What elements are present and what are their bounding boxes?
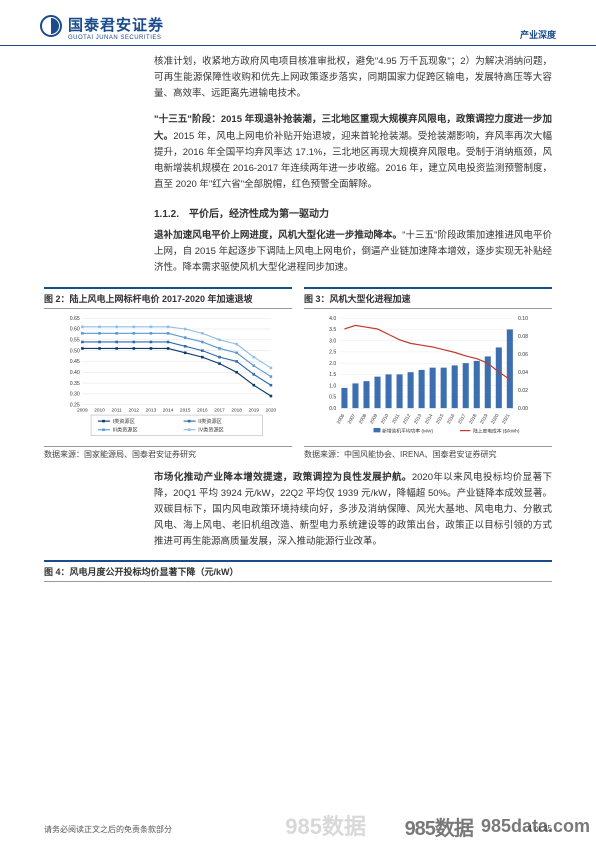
paragraph-p4: 市场化推动产业降本增效提速，政策调控为良性发展护航。2020年以来风电投标均价显… <box>154 470 552 551</box>
svg-text:0.25: 0.25 <box>70 402 80 408</box>
svg-text:2018: 2018 <box>231 407 242 413</box>
svg-text:0.55: 0.55 <box>70 337 80 343</box>
chart-3-source: 数据来源：中国风能协会、IRENA、国泰君安证券研究 <box>304 446 552 460</box>
svg-text:2021: 2021 <box>501 412 512 424</box>
chart-2-svg: 0.25 0.30 0.35 0.40 0.45 0.50 0.55 0.60 0.65 2009… <box>44 313 292 441</box>
svg-text:0.65: 0.65 <box>70 315 80 321</box>
svg-text:2015: 2015 <box>435 412 446 424</box>
svg-text:2020: 2020 <box>266 407 277 413</box>
svg-text:2009: 2009 <box>369 412 380 424</box>
chart-2-title: 图 2：陆上风电上网标杆电价 2017-2020 年加速退坡 <box>44 287 292 309</box>
page-header: 国泰君安证券 GUOTAI JUNAN SECURITIES 产业深度 <box>0 0 596 46</box>
watermark-shadow: 985数据 <box>285 809 366 841</box>
svg-text:2.0: 2.0 <box>329 360 336 366</box>
svg-text:0.06: 0.06 <box>518 351 528 357</box>
paragraph-p1: 核准计划，收紧地方政府风电项目核准审批权，避免"4.95 万千瓦现象"；2）为解… <box>154 54 552 102</box>
chart-2-col: 图 2：陆上风电上网标杆电价 2017-2020 年加速退坡 0.250.300… <box>44 287 292 460</box>
svg-text:1.5: 1.5 <box>329 372 336 378</box>
svg-text:0.04: 0.04 <box>518 369 528 375</box>
svg-text:0.40: 0.40 <box>70 370 80 376</box>
svg-text:4.0: 4.0 <box>329 315 336 321</box>
paragraph-p2: "十三五"阶段：2015 年现退补抢装潮，三北地区重现大规模弃风限电，政策调控力… <box>154 112 552 193</box>
svg-text:III类资源区: III类资源区 <box>113 425 138 433</box>
content-area-2: 市场化推动产业降本增效提速，政策调控为良性发展护航。2020年以来风电投标均价显… <box>0 460 596 551</box>
svg-text:1.0: 1.0 <box>329 383 336 389</box>
svg-text:0.02: 0.02 <box>518 387 528 393</box>
svg-text:3.5: 3.5 <box>329 327 336 333</box>
paragraph-p3: 退补加速风电平价上网进度，风机大型化进一步推动降本。"十三五"阶段政策加速推进风… <box>154 228 552 276</box>
watermark-site: 985data.com <box>481 816 590 837</box>
svg-text:0.10: 0.10 <box>518 315 528 321</box>
svg-text:2014: 2014 <box>163 407 174 413</box>
svg-text:0.0: 0.0 <box>329 405 336 411</box>
svg-text:0.60: 0.60 <box>70 326 80 332</box>
svg-text:0.45: 0.45 <box>70 359 80 365</box>
svg-text:2013: 2013 <box>146 407 157 413</box>
svg-text:2017: 2017 <box>457 412 468 424</box>
p2-rest: 2015 年，风电上网电价补贴开始退坡，迎来首轮抢装潮。受抢装潮影响，弃风率再次… <box>154 131 552 190</box>
svg-text:2008: 2008 <box>358 412 369 424</box>
svg-text:2016: 2016 <box>446 412 457 424</box>
footer-disclaimer: 请务必阅读正文之后的免责条款部分 <box>44 824 172 835</box>
logo-icon <box>40 15 62 40</box>
svg-text:2020: 2020 <box>490 412 501 424</box>
svg-text:2011: 2011 <box>112 407 123 413</box>
p4-lead-bold: 市场化推动产业降本增效提速，政策调控为良性发展护航。 <box>154 472 412 483</box>
watermark-main: 985数据 <box>405 812 473 841</box>
svg-text:2011: 2011 <box>391 412 401 424</box>
header-category: 产业深度 <box>520 28 556 41</box>
svg-text:2010: 2010 <box>380 412 391 424</box>
chart-2-source: 数据来源：国家能源局、国泰君安证券研究 <box>44 446 292 460</box>
svg-text:新增装机平均功率 (MW): 新增装机平均功率 (MW) <box>382 427 433 434</box>
svg-text:2015: 2015 <box>180 407 191 413</box>
svg-text:0.00: 0.00 <box>518 405 528 411</box>
chart-3-svg: 0.0 0.5 1.0 1.5 2.0 2.5 3.0 3.5 4.0 0.00 0.02 0.04 0… <box>304 313 552 441</box>
svg-text:2007: 2007 <box>347 412 358 424</box>
svg-text:2014: 2014 <box>424 412 435 424</box>
svg-text:2009: 2009 <box>77 407 88 413</box>
svg-text:3.0: 3.0 <box>329 338 336 344</box>
watermark: 985数据 985data.com <box>405 812 590 841</box>
svg-text:2012: 2012 <box>129 407 140 413</box>
svg-text:2018: 2018 <box>468 412 479 424</box>
logo-text-cn: 国泰君安证券 <box>68 14 164 35</box>
section-1-1-2-heading: 1.1.2. 平价后，经济性成为第一驱动力 <box>154 205 552 220</box>
svg-text:2013: 2013 <box>413 412 424 424</box>
svg-text:0.5: 0.5 <box>329 394 336 400</box>
svg-text:2012: 2012 <box>402 412 413 424</box>
svg-text:2006: 2006 <box>336 412 347 424</box>
content-area: 核准计划，收紧地方政府风电项目核准审批权，避免"4.95 万千瓦现象"；2）为解… <box>0 46 596 277</box>
svg-text:IV类资源区: IV类资源区 <box>198 425 224 433</box>
logo-block: 国泰君安证券 GUOTAI JUNAN SECURITIES <box>40 14 164 41</box>
svg-text:2016: 2016 <box>197 407 208 413</box>
svg-text:2.5: 2.5 <box>329 349 336 355</box>
p3-lead-bold: 退补加速风电平价上网进度，风机大型化进一步推动降本。 <box>154 230 402 241</box>
svg-text:I类资源区: I类资源区 <box>113 416 135 424</box>
svg-text:0.50: 0.50 <box>70 348 80 354</box>
svg-text:0.30: 0.30 <box>70 391 80 397</box>
svg-text:II类资源区: II类资源区 <box>198 416 222 424</box>
svg-text:2019: 2019 <box>479 412 490 424</box>
logo-text-en: GUOTAI JUNAN SECURITIES <box>68 35 164 41</box>
svg-text:陆上度电成本 ($/kWh): 陆上度电成本 ($/kWh) <box>473 427 520 434</box>
charts-row: 图 2：陆上风电上网标杆电价 2017-2020 年加速退坡 0.250.300… <box>0 287 596 460</box>
svg-text:0.08: 0.08 <box>518 333 528 339</box>
svg-text:2017: 2017 <box>214 407 225 413</box>
svg-text:0.35: 0.35 <box>70 380 80 386</box>
chart-4-title: 图 4：风电月度公开投标均价显著下降（元/kW） <box>44 560 552 582</box>
chart-3-title: 图 3：风机大型化进程加速 <box>304 287 552 309</box>
chart-3-col: 图 3：风机大型化进程加速 0.0 0.5 1.0 1.5 2.0 2.5 3.0 3.5 4.… <box>304 287 552 460</box>
svg-text:2019: 2019 <box>248 407 259 413</box>
svg-text:2010: 2010 <box>94 407 105 413</box>
